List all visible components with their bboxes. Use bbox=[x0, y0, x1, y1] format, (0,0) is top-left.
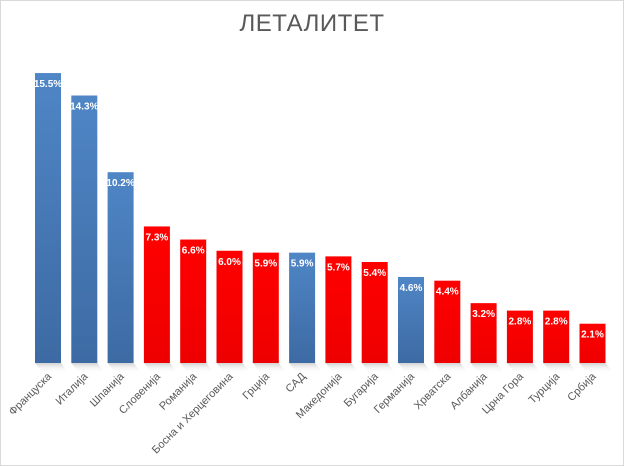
bar-3 bbox=[143, 226, 170, 363]
value-label-14: 2.8% bbox=[545, 317, 568, 328]
bar-shadow bbox=[143, 363, 178, 373]
value-label-8: 5.7% bbox=[327, 262, 350, 273]
value-label-3: 7.3% bbox=[146, 232, 169, 243]
category-label-14: Турција bbox=[527, 370, 563, 406]
bar-12 bbox=[470, 303, 497, 363]
category-label-1: Италија bbox=[54, 370, 91, 407]
bar-4 bbox=[180, 239, 207, 363]
bar-shadow bbox=[398, 363, 432, 373]
value-label-5: 6.0% bbox=[218, 257, 241, 268]
value-label-2: 10.2% bbox=[106, 178, 134, 189]
bar-shadows bbox=[35, 363, 614, 373]
bar-shadow bbox=[470, 363, 505, 373]
bar-shadow bbox=[506, 363, 541, 373]
bar-shadow bbox=[325, 363, 360, 373]
bar-8 bbox=[325, 256, 352, 363]
value-label-4: 6.6% bbox=[182, 246, 205, 257]
bar-7 bbox=[289, 252, 316, 363]
category-label-10: Германија bbox=[372, 370, 418, 416]
bar-6 bbox=[252, 252, 279, 363]
value-label-12: 3.2% bbox=[472, 309, 495, 320]
category-labels-group: Француска ИталијаШпанијаСловенијаРоманија… bbox=[7, 370, 600, 456]
bars-group bbox=[35, 73, 606, 363]
bar-13 bbox=[506, 310, 533, 363]
value-label-10: 4.6% bbox=[400, 283, 423, 294]
value-label-6: 5.9% bbox=[254, 259, 277, 270]
bar-shadow bbox=[543, 363, 578, 373]
value-labels-group: 15.5% 14.3% 10.2% 7.3% 6.6% 6.0% 5.9% 5.9% 5.7% 5… bbox=[34, 79, 604, 341]
value-label-7: 5.9% bbox=[291, 259, 314, 270]
bar-shadow bbox=[434, 363, 469, 373]
value-label-15: 2.1% bbox=[581, 330, 604, 341]
chart-title: ЛЕТАЛИТЕТ bbox=[239, 10, 385, 37]
bar-shadow bbox=[35, 363, 69, 373]
bar-2 bbox=[107, 172, 134, 363]
value-label-11: 4.4% bbox=[436, 287, 459, 298]
category-label-6: Грција bbox=[240, 370, 272, 402]
bar-shadow bbox=[216, 363, 251, 373]
bar-9 bbox=[361, 261, 388, 363]
bar-shadow bbox=[180, 363, 215, 373]
category-label-0: Француска bbox=[7, 370, 55, 418]
bar-5 bbox=[216, 250, 243, 363]
value-label-1: 14.3% bbox=[70, 102, 98, 113]
bar-10 bbox=[398, 276, 424, 363]
bar-11 bbox=[434, 280, 461, 363]
bar-shadow bbox=[289, 363, 324, 373]
bar-shadow bbox=[252, 363, 287, 373]
bar-15 bbox=[579, 323, 606, 363]
bar-1 bbox=[71, 95, 98, 363]
bar-shadow bbox=[107, 363, 142, 373]
category-label-11: Хрватска bbox=[412, 370, 454, 412]
bar-shadow bbox=[361, 363, 396, 373]
category-label-15: Србија bbox=[565, 370, 599, 404]
value-label-9: 5.4% bbox=[363, 268, 386, 279]
value-label-0: 15.5% bbox=[34, 79, 62, 90]
category-label-7: САД bbox=[284, 370, 309, 395]
bar-shadow bbox=[71, 363, 106, 373]
bar-14 bbox=[543, 310, 570, 363]
bar-0 bbox=[35, 73, 61, 363]
bar-shadow bbox=[579, 363, 614, 373]
value-label-13: 2.8% bbox=[509, 317, 532, 328]
